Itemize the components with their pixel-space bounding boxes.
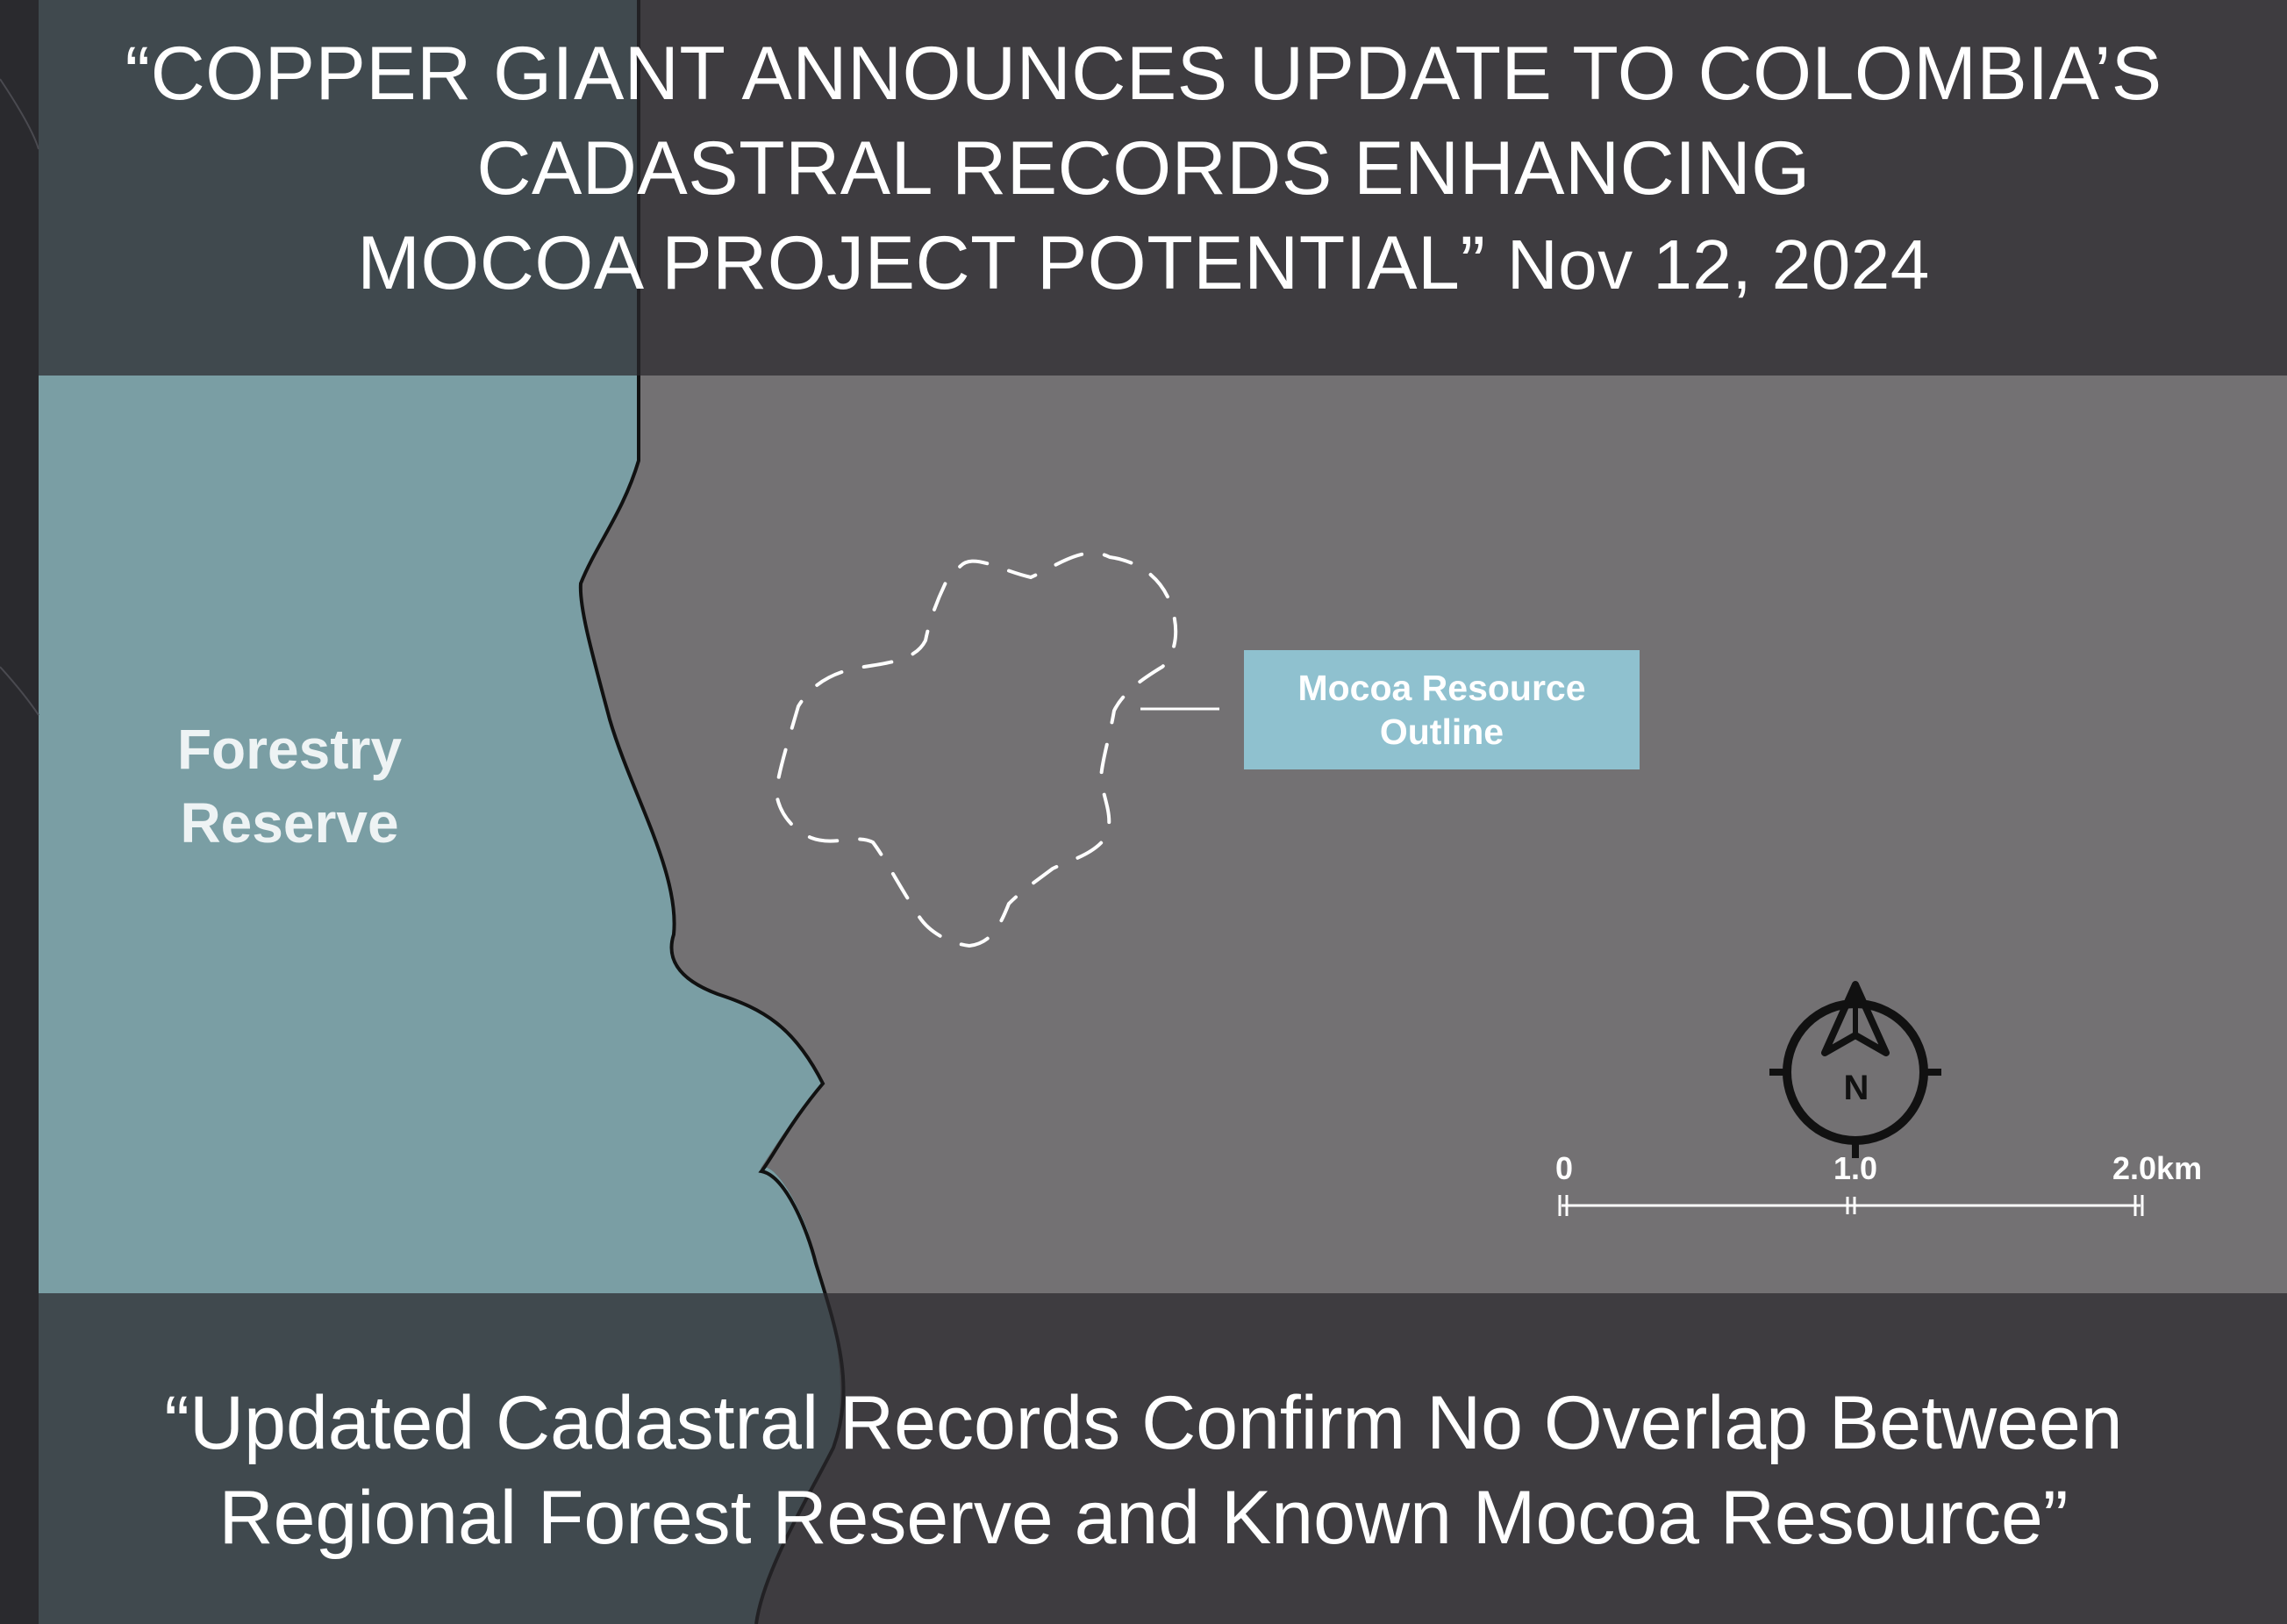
subheadline-line-1: “Updated Cadastral Records Confirm No Ov… — [164, 1381, 2123, 1465]
headline-date: Nov 12, 2024 — [1506, 225, 1930, 304]
scale-bar — [1558, 1195, 2144, 1216]
north-arrow-icon — [1769, 981, 1941, 1158]
forestry-label-line-2: Reserve — [180, 791, 399, 855]
forestry-reserve-label: Forestry Reserve — [140, 712, 439, 860]
forestry-label-line-1: Forestry — [176, 718, 403, 781]
scale-label-1: 1.0 — [1833, 1150, 1878, 1186]
margin-contour-line — [0, 666, 39, 716]
scale-label-2: 2.0km — [2112, 1150, 2203, 1186]
resource-label-line-2: Outline — [1379, 712, 1504, 752]
subheadline: “Updated Cadastral Records Confirm No Ov… — [0, 1376, 2287, 1565]
headline-line-3: MOCOA PROJECT POTENTIAL” — [357, 221, 1486, 305]
north-letter: N — [1843, 1069, 1869, 1107]
mocoa-resource-outline — [774, 551, 1178, 948]
subheadline-line-2: Regional Forest Reserve and Known Mocoa … — [218, 1476, 2069, 1560]
margin-contour-line — [0, 78, 39, 150]
surrounding-area — [580, 0, 2287, 1624]
mocoa-resource-label-box: Mocoa Resource Outline — [1244, 650, 1640, 769]
resource-label-line-1: Mocoa Resource — [1297, 668, 1586, 708]
forestry-reserve-area — [39, 0, 841, 1624]
headline: “COPPER GIANT ANNOUNCES UPDATE TO COLOMB… — [0, 26, 2287, 312]
headline-line-2: CADASTRAL RECORDS ENHANCING — [476, 126, 1811, 211]
top-banner — [39, 0, 2287, 376]
bottom-banner — [39, 1293, 2287, 1624]
scale-label-0: 0 — [1555, 1150, 1574, 1186]
headline-line-1: “COPPER GIANT ANNOUNCES UPDATE TO COLOMB… — [125, 32, 2162, 116]
